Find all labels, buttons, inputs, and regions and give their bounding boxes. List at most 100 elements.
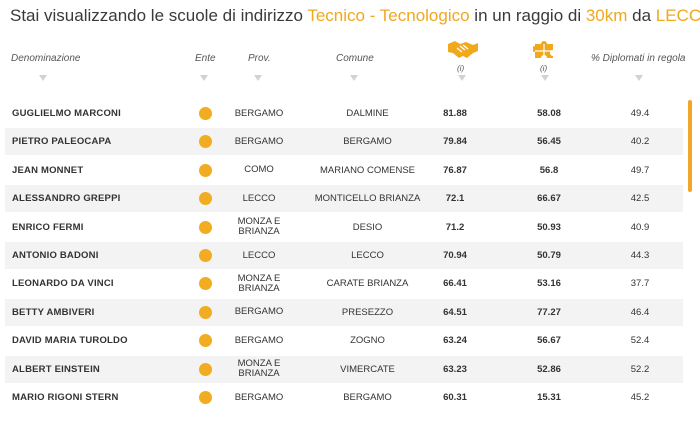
table-row[interactable]: ALESSANDRO GREPPI LECCO MONTICELLO BRIANZA… — [5, 185, 683, 213]
school-value-1: 60.31 — [443, 392, 467, 403]
school-value-1: 72.1 — [445, 193, 465, 205]
sort-comune-icon[interactable] — [350, 75, 358, 81]
school-name: GUGLIELMO MARCONI — [12, 108, 121, 119]
school-diplomati: 52.2 — [630, 363, 650, 375]
school-prov: LECCO — [242, 249, 276, 261]
school-name: DAVID MARIA TUROLDO — [12, 335, 128, 347]
school-prov: BERGAMO — [234, 306, 284, 318]
ente-dot-icon — [199, 135, 212, 149]
handshake-icon[interactable] — [447, 38, 479, 60]
title-raggio: 30km — [585, 6, 628, 25]
table-row[interactable]: ANTONIO BADONI LECCO LECCO 70.94 50.79 44.3 — [5, 242, 683, 269]
school-comune: DESIO — [352, 221, 383, 233]
school-comune: DALMINE — [346, 108, 389, 119]
column-header-diplomati[interactable]: % Diplomati in regola — [591, 53, 686, 64]
title-citta: LECCO — [655, 6, 700, 25]
school-name: ENRICO FERMI — [12, 221, 84, 233]
title-middle: in un raggio di — [469, 6, 586, 25]
school-prov: BERGAMO — [234, 334, 284, 346]
school-value-1: 64.51 — [443, 306, 467, 318]
school-name: ALESSANDRO GREPPI — [12, 193, 121, 205]
school-comune: BERGAMO — [343, 136, 392, 148]
title-prefix: Stai visualizzando le scuole di indirizz… — [10, 6, 308, 25]
school-prov: MONZA E BRIANZA — [237, 216, 281, 238]
scrollbar[interactable] — [688, 100, 692, 192]
ente-dot-icon — [199, 192, 212, 206]
table-row[interactable]: JEAN MONNET COMO MARIANO COMENSE 76.87 56.8 4… — [5, 157, 683, 184]
school-value-2: 52.86 — [537, 363, 561, 375]
ente-dot-icon — [199, 220, 212, 234]
school-diplomati: 44.3 — [630, 250, 650, 261]
school-name: PIETRO PALEOCAPA — [12, 136, 112, 148]
column-header-prov[interactable]: Prov. — [248, 53, 271, 64]
page-title: Stai visualizzando le scuole di indirizz… — [10, 5, 700, 27]
school-value-1: 66.41 — [443, 278, 467, 290]
school-value-1: 63.24 — [443, 335, 467, 347]
school-diplomati: 49.4 — [630, 108, 650, 119]
school-diplomati: 49.7 — [630, 164, 650, 176]
sort-diplomati-icon[interactable] — [635, 75, 643, 81]
table-header: Denominazione Ente Prov. Comune (i) (i) … — [0, 32, 700, 90]
school-comune: MONTICELLO BRIANZA — [314, 193, 421, 205]
school-diplomati: 42.5 — [630, 193, 650, 205]
table-row[interactable]: MARIO RIGONI STERN BERGAMO BERGAMO 60.31 15.… — [5, 384, 683, 411]
school-value-1: 70.94 — [443, 250, 467, 261]
table-row[interactable]: BETTY AMBIVERI BERGAMO PRESEZZO 64.51 77.27 4… — [5, 298, 683, 326]
school-name: JEAN MONNET — [12, 164, 84, 176]
sort-col1-icon[interactable] — [458, 75, 466, 81]
school-comune: PRESEZZO — [341, 306, 394, 318]
table-row[interactable]: PIETRO PALEOCAPA BERGAMO BERGAMO 79.84 56.45… — [5, 128, 683, 156]
school-comune: LECCO — [351, 250, 384, 261]
info-col1[interactable]: (i) — [457, 64, 465, 73]
school-diplomati: 40.2 — [630, 136, 650, 148]
title-indirizzo: Tecnico - Tecnologico — [307, 6, 470, 25]
sort-prov-icon[interactable] — [254, 75, 262, 81]
school-diplomati: 40.9 — [630, 221, 650, 233]
school-value-2: 50.79 — [537, 250, 561, 261]
school-value-2: 58.08 — [537, 108, 561, 119]
school-value-2: 15.31 — [537, 392, 561, 403]
school-comune: MARIANO COMENSE — [319, 164, 415, 176]
school-value-1: 63.23 — [443, 363, 467, 375]
school-comune: VIMERCATE — [340, 363, 395, 375]
ente-dot-icon — [199, 362, 212, 376]
school-value-2: 53.16 — [537, 278, 561, 290]
school-diplomati: 46.4 — [630, 306, 650, 318]
school-value-2: 56.45 — [537, 136, 561, 148]
school-value-1: 76.87 — [443, 164, 467, 176]
school-prov: BERGAMO — [234, 107, 284, 119]
ente-dot-icon — [199, 391, 212, 404]
school-prov: LECCO — [242, 192, 276, 204]
school-diplomati: 45.2 — [630, 392, 650, 403]
info-col2[interactable]: (i) — [540, 64, 548, 73]
column-header-ente[interactable]: Ente — [195, 53, 216, 64]
school-value-2: 56.8 — [539, 164, 559, 176]
title-da: da — [627, 6, 656, 25]
school-diplomati: 52.4 — [630, 335, 650, 347]
school-prov: COMO — [244, 164, 274, 176]
school-name: ALBERT EINSTEIN — [12, 363, 100, 375]
school-value-1: 79.84 — [443, 136, 467, 148]
school-prov: MONZA E BRIANZA — [237, 272, 281, 294]
column-header-comune[interactable]: Comune — [336, 53, 374, 64]
table-row[interactable]: LEONARDO DA VINCI MONZA E BRIANZA CARATE B… — [5, 270, 683, 297]
school-name: BETTY AMBIVERI — [12, 306, 95, 318]
sort-denominazione-icon[interactable] — [39, 75, 47, 81]
sort-ente-icon[interactable] — [200, 75, 208, 81]
school-name: MARIO RIGONI STERN — [12, 392, 119, 403]
sort-col2-icon[interactable] — [541, 75, 549, 81]
ente-dot-icon — [199, 305, 212, 319]
school-prov: BERGAMO — [234, 391, 284, 403]
ente-dot-icon — [199, 277, 212, 291]
table-row[interactable]: GUGLIELMO MARCONI BERGAMO DALMINE 81.88 58.0… — [5, 100, 683, 127]
school-value-2: 66.67 — [537, 193, 561, 205]
table-row[interactable]: ALBERT EINSTEIN MONZA E BRIANZA VIMERCATE 6… — [5, 355, 683, 383]
column-header-denominazione[interactable]: Denominazione — [11, 53, 81, 64]
school-prov: BERGAMO — [234, 135, 284, 147]
school-diplomati: 37.7 — [630, 278, 650, 290]
ente-dot-icon — [199, 107, 212, 120]
table-row[interactable]: ENRICO FERMI MONZA E BRIANZA DESIO 71.2 50.9… — [5, 214, 683, 241]
ente-dot-icon — [199, 163, 212, 177]
puzzle-icon[interactable] — [533, 38, 555, 60]
table-row[interactable]: DAVID MARIA TUROLDO BERGAMO ZOGNO 63.24 56.6… — [5, 327, 683, 354]
